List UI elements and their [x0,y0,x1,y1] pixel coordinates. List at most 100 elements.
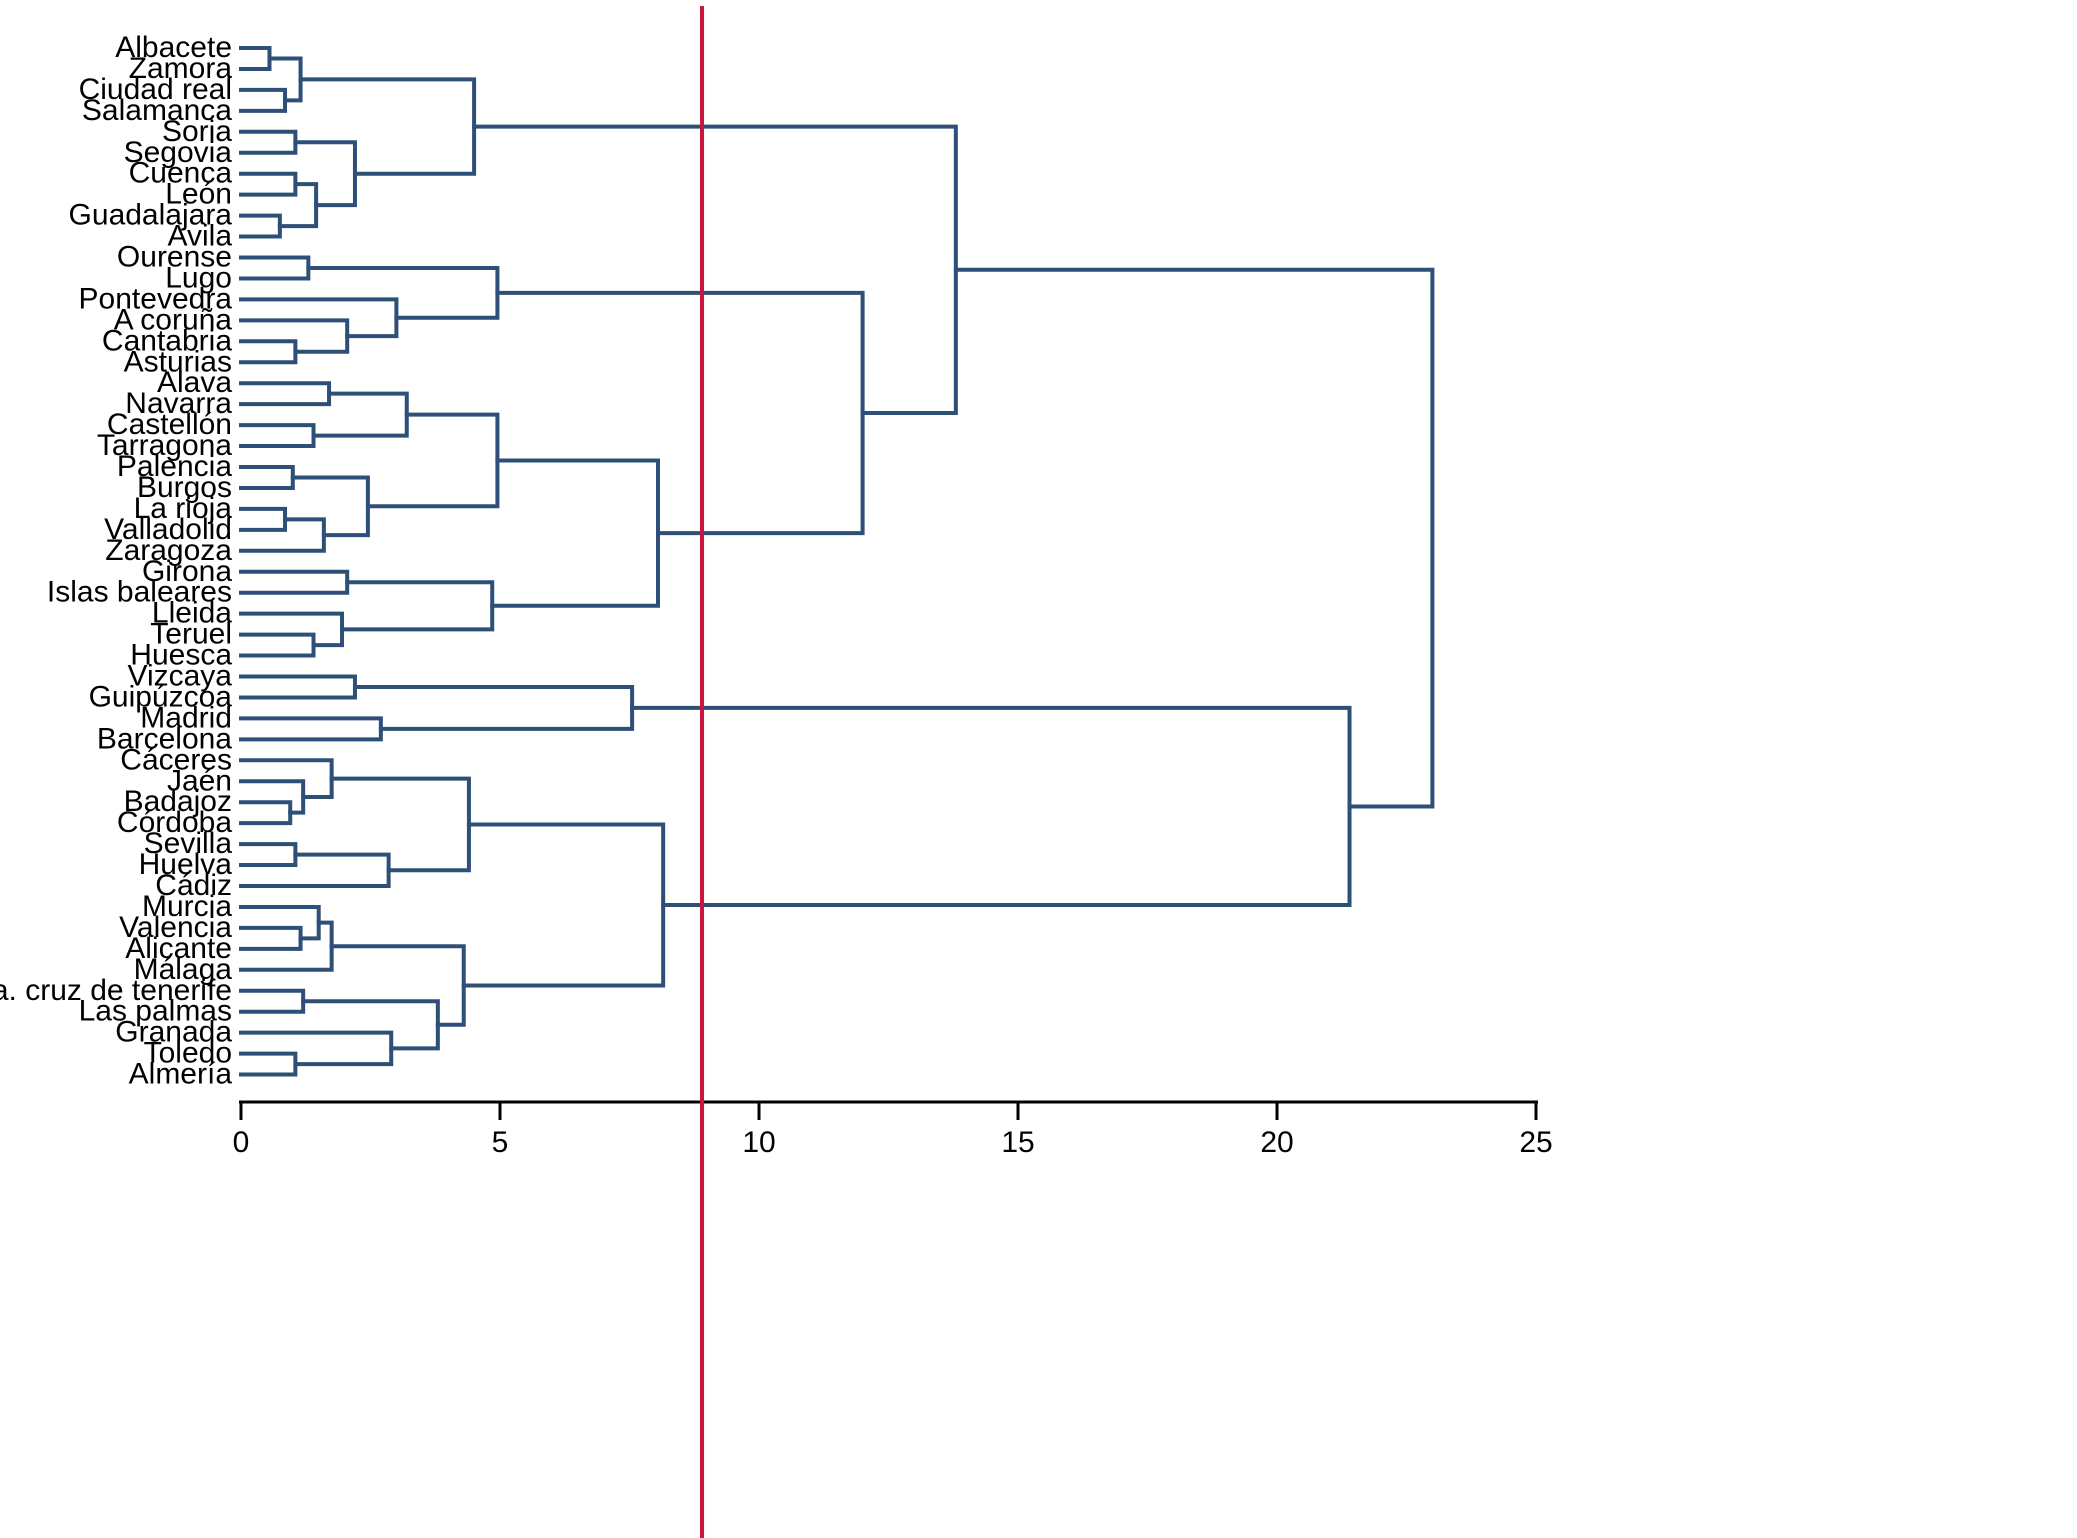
leaf-label: Palencia [117,450,232,483]
leaf-label: Alava [157,366,232,399]
dendrogram-link [239,381,332,407]
leaf-label: Guipúzcoa [89,680,233,713]
dendrogram-link [495,290,865,536]
leaf-label: Las palmas [79,995,232,1028]
dendrogram-link [239,1030,394,1067]
leaf-label: A coruña [114,303,233,336]
leaf-label: Vizcaya [127,660,232,693]
dendrogram-link [239,674,357,700]
dendrogram-link [239,988,306,1014]
dendrogram-links [239,46,1435,1077]
dendrogram-link [472,124,958,415]
x-tick-label: 25 [1519,1126,1552,1159]
x-tick-label: 10 [742,1126,775,1159]
dendrogram-link [239,517,326,553]
leaf-label: Málaga [134,953,233,986]
leaf-label: Sevilla [144,827,233,860]
leaf-label: Lleida [152,597,232,630]
leaf-label: Pontevedra [79,282,233,315]
leaf-label: Navarra [125,387,232,420]
dendrogram-link [239,255,311,281]
dendrogram-link [953,267,1435,809]
leaf-label: Guadalajara [69,199,233,232]
leaf-label: Valencia [119,911,232,944]
dendrogram-link [239,46,272,71]
leaf-label: Cáceres [120,743,232,776]
dendrogram-link [277,182,319,229]
dendrogram-link [630,705,1352,907]
dendrogram-link [239,716,383,742]
dendrogram-link [239,779,306,815]
leaf-label: Soria [162,115,232,148]
leaf-label: Almería [129,1058,233,1091]
dendrogram-link [239,852,391,888]
x-axis: 0 5 10 15 20 25 [233,1100,1553,1159]
leaf-label: Salamanca [82,94,232,127]
dendrogram-link [290,475,370,538]
dendrogram-link [352,684,635,731]
leaf-label: Albacete [115,31,232,64]
dendrogram-link [306,265,500,320]
dendrogram-link [239,506,288,532]
leaf-label: Badajoz [124,785,232,818]
leaf-label: Avila [168,220,233,253]
leaf-label: Huesca [130,639,232,672]
leaf-label: Córdoba [117,806,232,839]
leaf-label: Ourense [117,241,232,274]
x-tick-label: 20 [1260,1126,1293,1159]
dendrogram-link [239,297,399,339]
x-tick-label: 5 [492,1126,509,1159]
leaf-label: Zamora [129,52,233,85]
dendrogram-link [239,758,334,799]
leaf-label: Zaragoza [105,534,232,567]
dendrogram-link [329,944,466,1027]
leaf-label: Granada [115,1016,232,1049]
leaf-label: Tarragona [97,429,232,462]
leaf-label: Lugo [165,261,232,294]
dendrogram-link [239,842,298,868]
leaf-label: Castellón [107,408,232,441]
dendrogram-link [340,580,495,632]
leaf-label: La rioja [134,492,233,525]
leaf-label: Segovia [124,136,233,169]
dendrogram-link [239,171,298,197]
leaf-label: Barcelona [97,722,232,755]
dendrogram-link [461,822,666,988]
dendrogram-link [239,632,316,658]
dendrogram-link [490,458,660,608]
x-tick-label: 0 [233,1126,250,1159]
leaf-label: Islas baleares [47,576,232,609]
leaf-label: Valladolid [104,513,232,546]
dendrogram-link [365,412,500,509]
leaf-label: Cantabria [102,324,232,357]
leaf-label: Alicante [125,932,232,965]
dendrogram-link [293,140,357,208]
leaf-label: Cuenca [129,157,233,190]
dendrogram-link [239,611,345,648]
dendrogram-link [301,999,440,1051]
leaf-label: Madrid [140,701,232,734]
dendrogram-link [239,129,298,155]
dendrogram-link [239,213,282,239]
dendrogram-link [239,569,350,595]
dendrogram-link [239,925,303,951]
leaf-label: Murcia [142,890,232,923]
leaf-label: León [165,178,232,211]
leaf-label: Cádiz [155,869,232,902]
dendrogram-link [239,339,298,365]
x-tick-label: 15 [1001,1126,1034,1159]
leaf-label: Sta. cruz de tenerife [0,974,232,1007]
leaf-label: Jaén [167,764,232,797]
leaf-label: Burgos [137,471,232,504]
dendrogram-link [239,904,321,941]
leaf-label: Teruel [150,618,232,651]
dendrogram-link [239,423,316,449]
dendrogram-link [239,1051,298,1077]
leaf-label: Huelva [139,848,233,881]
leaf-label: Girona [142,555,232,588]
dendrogram-link [239,87,288,113]
dendrogram-link [298,77,477,176]
leaf-label: Toledo [144,1037,232,1070]
